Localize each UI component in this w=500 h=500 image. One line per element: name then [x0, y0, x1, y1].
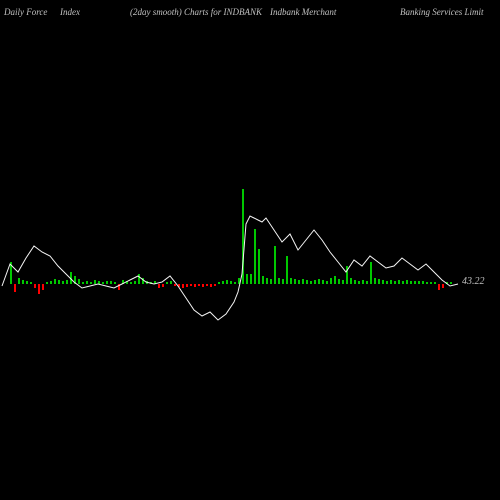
hdr-p1: Daily Force [4, 7, 47, 17]
hdr-p3: (2day smooth) Charts for INDBANK [130, 7, 262, 17]
hdr-p5: Banking Services Limit [400, 7, 483, 17]
hdr-p2: Index [60, 7, 80, 17]
hdr-p4: Indbank Merchant [270, 7, 336, 17]
chart-header: Daily Force Index (2day smooth) Charts f… [0, 4, 500, 20]
force-index-chart [0, 24, 500, 500]
value-label: 43.22 [462, 276, 485, 287]
